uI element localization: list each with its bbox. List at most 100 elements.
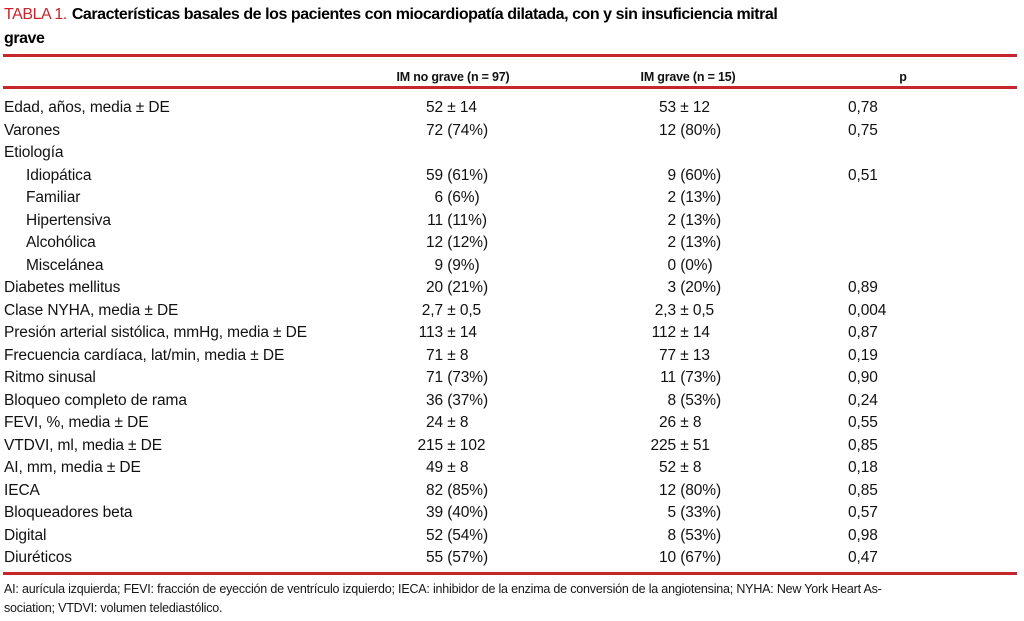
cell-im-no-grave: 55 (57%) xyxy=(378,547,528,570)
cell-im-grave: 2 (13%) xyxy=(528,210,848,233)
value-number: 225 xyxy=(650,436,676,454)
row-label: Miscelánea xyxy=(26,256,104,274)
bottom-rule xyxy=(3,572,1017,575)
cell-im-no-grave: 72 (74%) xyxy=(378,120,528,143)
value-detail: (80%) xyxy=(676,481,722,499)
value-detail: ± 102 xyxy=(443,436,486,454)
table-row: Edad, años, media ± DE 52 ± 14 53 ± 12 0… xyxy=(4,97,1016,120)
value-number: 20 xyxy=(425,279,443,297)
cell-im-no-grave: 52 ± 14 xyxy=(378,97,528,120)
value-number: 53 xyxy=(658,99,676,117)
row-label: Diuréticos xyxy=(4,549,72,567)
row-label: Alcohólica xyxy=(26,234,96,252)
value-detail: (54%) xyxy=(443,526,489,544)
cell-p-value: 0,004 xyxy=(848,301,887,319)
table-caption-line1: Características basales de los pacientes… xyxy=(71,6,778,23)
value-number: 12 xyxy=(658,121,676,139)
cell-im-grave: 53 ± 12 xyxy=(528,97,848,120)
value-number: 5 xyxy=(667,504,676,522)
table-number-label: TABLA 1. xyxy=(4,6,67,23)
value-detail: ± 8 xyxy=(443,346,469,364)
value-number: 2 xyxy=(667,189,676,207)
value-detail: (20%) xyxy=(676,279,722,297)
row-label: FEVI, %, media ± DE xyxy=(4,414,149,432)
value-detail: ± 8 xyxy=(443,459,469,477)
table-row: Diabetes mellitus 20 (21%) 3 (20%) 0,89 xyxy=(4,277,1016,300)
value-number: 55 xyxy=(425,549,443,567)
cell-p-value: 0,87 xyxy=(848,324,878,342)
value-detail: ± 8 xyxy=(676,414,702,432)
table-row: Frecuencia cardíaca, lat/min, media ± DE… xyxy=(4,345,1016,368)
value-number: 8 xyxy=(667,391,676,409)
cell-im-no-grave: 2,7 ± 0,5 xyxy=(378,300,528,323)
value-detail: (13%) xyxy=(676,189,722,207)
cell-im-no-grave xyxy=(378,142,528,165)
cell-im-no-grave: 71 (73%) xyxy=(378,367,528,390)
cell-p-value: 0,51 xyxy=(848,166,878,184)
value-number: 8 xyxy=(667,526,676,544)
value-number: 2 xyxy=(667,234,676,252)
value-number: 9 xyxy=(434,256,443,274)
value-detail: (53%) xyxy=(676,391,722,409)
value-number: 11 xyxy=(427,211,443,229)
value-detail: (13%) xyxy=(676,211,722,229)
cell-p-value xyxy=(848,255,1016,278)
row-label: Frecuencia cardíaca, lat/min, media ± DE xyxy=(4,346,285,364)
cell-p-value: 0,57 xyxy=(848,504,878,522)
value-number: 39 xyxy=(425,504,443,522)
cell-im-no-grave: 12 (12%) xyxy=(378,232,528,255)
cell-im-grave xyxy=(528,142,848,165)
table-row: Miscelánea 9 (9%) 0 (0%) xyxy=(4,255,1016,278)
value-detail: (12%) xyxy=(443,234,489,252)
cell-im-grave: 8 (53%) xyxy=(528,390,848,413)
cell-p-value: 0,24 xyxy=(848,391,878,409)
cell-im-grave: 8 (53%) xyxy=(528,525,848,548)
value-detail: (61%) xyxy=(443,166,489,184)
table-row: Clase NYHA, media ± DE 2,7 ± 0,5 2,3 ± 0… xyxy=(4,300,1016,323)
value-number: 72 xyxy=(425,121,443,139)
cell-im-grave: 26 ± 8 xyxy=(528,412,848,435)
row-label: IECA xyxy=(4,481,40,499)
value-number: 36 xyxy=(425,391,443,409)
table-row: Presión arterial sistólica, mmHg, media … xyxy=(4,322,1016,345)
column-header-im-grave: IM grave (n = 15) xyxy=(640,70,736,84)
cell-p-value xyxy=(848,210,1016,233)
value-detail: (67%) xyxy=(676,549,722,567)
value-detail: ± 14 xyxy=(676,324,710,342)
cell-im-no-grave: 52 (54%) xyxy=(378,525,528,548)
cell-im-grave: 2 (13%) xyxy=(528,232,848,255)
row-label: Familiar xyxy=(26,189,81,207)
value-detail: ± 51 xyxy=(676,436,710,454)
cell-im-grave: 77 ± 13 xyxy=(528,345,848,368)
table-row: Familiar 6 (6%) 2 (13%) xyxy=(4,187,1016,210)
table-row: Ritmo sinusal 71 (73%) 11 (73%) 0,90 xyxy=(4,367,1016,390)
table-row: FEVI, %, media ± DE 24 ± 8 26 ± 8 0,55 xyxy=(4,412,1016,435)
row-label: Edad, años, media ± DE xyxy=(4,99,170,117)
row-label: Varones xyxy=(4,121,60,139)
value-number: 2,3 xyxy=(654,301,676,319)
value-detail: (9%) xyxy=(443,256,480,274)
row-label: Idiopática xyxy=(26,166,92,184)
cell-p-value: 0,18 xyxy=(848,459,878,477)
value-detail: ± 8 xyxy=(676,459,702,477)
cell-p-value: 0,85 xyxy=(848,481,878,499)
cell-p-value: 0,85 xyxy=(848,436,878,454)
cell-p-value: 0,55 xyxy=(848,414,878,432)
cell-im-no-grave: 59 (61%) xyxy=(378,165,528,188)
row-label: Hipertensiva xyxy=(26,211,111,229)
cell-p-value: 0,89 xyxy=(848,279,878,297)
value-detail: (37%) xyxy=(443,391,489,409)
row-label: Presión arterial sistólica, mmHg, media … xyxy=(4,324,308,342)
value-number: 52 xyxy=(425,99,443,117)
table-row: Bloqueo completo de rama 36 (37%) 8 (53%… xyxy=(4,390,1016,413)
cell-p-value xyxy=(848,232,1016,255)
cell-im-grave: 2,3 ± 0,5 xyxy=(528,300,848,323)
table-row: Bloqueadores beta 39 (40%) 5 (33%) 0,57 xyxy=(4,502,1016,525)
value-detail: (60%) xyxy=(676,166,722,184)
cell-im-grave: 3 (20%) xyxy=(528,277,848,300)
header-rule xyxy=(3,86,1017,89)
value-detail: ± 14 xyxy=(443,99,477,117)
value-number: 215 xyxy=(417,436,443,454)
cell-im-grave: 52 ± 8 xyxy=(528,457,848,480)
value-number: 112 xyxy=(651,324,677,342)
